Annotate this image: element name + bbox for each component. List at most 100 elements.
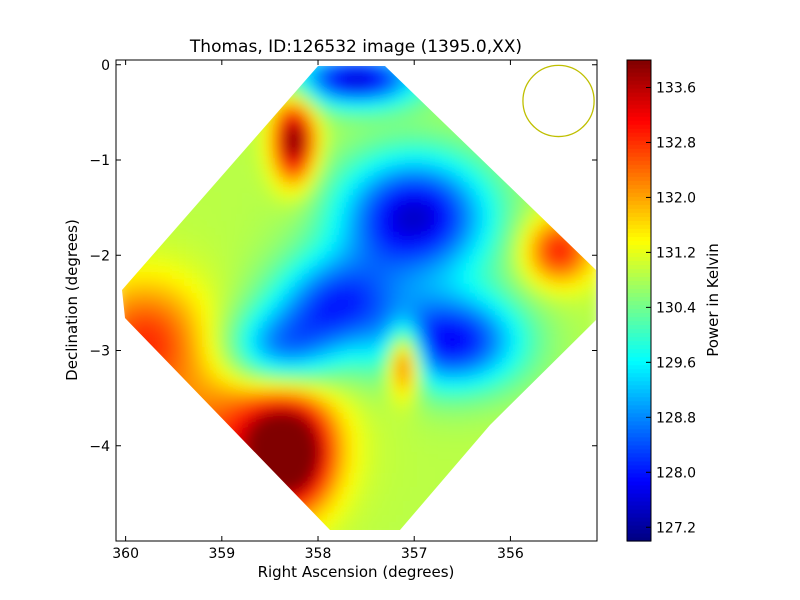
heatmap-cell bbox=[214, 368, 222, 376]
heatmap-cell bbox=[242, 207, 250, 215]
heatmap-cell bbox=[368, 158, 376, 166]
heatmap-cell bbox=[354, 501, 362, 509]
heatmap-cell bbox=[466, 263, 474, 271]
heatmap-cell bbox=[333, 459, 341, 467]
heatmap-cell bbox=[494, 389, 502, 397]
heatmap-cell bbox=[480, 389, 488, 397]
heatmap-cell bbox=[501, 221, 509, 229]
colorbar-band bbox=[627, 292, 651, 298]
heatmap-cell bbox=[312, 459, 320, 467]
heatmap-cell bbox=[200, 354, 208, 362]
heatmap-cell bbox=[263, 270, 271, 278]
heatmap-cell bbox=[312, 361, 320, 369]
heatmap-cell bbox=[480, 158, 488, 166]
heatmap-cell bbox=[228, 214, 236, 222]
heatmap-cell bbox=[200, 242, 208, 250]
heatmap-cell bbox=[396, 116, 404, 124]
heatmap-cell bbox=[298, 347, 306, 355]
heatmap-cell bbox=[403, 95, 411, 103]
heatmap-cell bbox=[256, 445, 264, 453]
heatmap-cell bbox=[291, 235, 299, 243]
heatmap-cell bbox=[494, 410, 502, 418]
heatmap-cell bbox=[270, 200, 278, 208]
heatmap-cell bbox=[277, 473, 285, 481]
heatmap-cell bbox=[214, 291, 222, 299]
heatmap-cell bbox=[543, 221, 551, 229]
heatmap-cell bbox=[319, 256, 327, 264]
heatmap-cell bbox=[249, 424, 257, 432]
heatmap-cell bbox=[361, 459, 369, 467]
heatmap-cell bbox=[445, 417, 453, 425]
heatmap-cell bbox=[256, 235, 264, 243]
heatmap-cell bbox=[312, 221, 320, 229]
heatmap-cell bbox=[312, 200, 320, 208]
heatmap-cell bbox=[228, 277, 236, 285]
heatmap-cell bbox=[403, 431, 411, 439]
heatmap-cell bbox=[214, 235, 222, 243]
heatmap-cell bbox=[298, 417, 306, 425]
heatmap-cell bbox=[396, 445, 404, 453]
heatmap-cell bbox=[431, 312, 439, 320]
heatmap-cell bbox=[172, 228, 180, 236]
heatmap-cell bbox=[298, 193, 306, 201]
heatmap-cell bbox=[473, 340, 481, 348]
heatmap-cell bbox=[277, 319, 285, 327]
heatmap-cell bbox=[543, 235, 551, 243]
heatmap-cell bbox=[333, 186, 341, 194]
heatmap-cell bbox=[277, 193, 285, 201]
heatmap-cell bbox=[382, 235, 390, 243]
heatmap-cell bbox=[326, 130, 334, 138]
heatmap-cell bbox=[221, 319, 229, 327]
heatmap-cell bbox=[298, 158, 306, 166]
heatmap-cell bbox=[284, 151, 292, 159]
heatmap-cell bbox=[410, 501, 418, 509]
heatmap-cell bbox=[487, 333, 495, 341]
heatmap-cell bbox=[319, 88, 327, 96]
heatmap-cell bbox=[291, 354, 299, 362]
heatmap-cell bbox=[396, 375, 404, 383]
colorbar-gradient bbox=[627, 60, 651, 542]
heatmap-cell bbox=[382, 277, 390, 285]
heatmap-cell bbox=[459, 158, 467, 166]
heatmap-cell bbox=[438, 305, 446, 313]
heatmap-cell bbox=[515, 270, 523, 278]
heatmap-cell bbox=[193, 242, 201, 250]
heatmap-cell bbox=[389, 263, 397, 271]
heatmap-cell bbox=[480, 340, 488, 348]
heatmap-cell bbox=[536, 312, 544, 320]
heatmap-cell bbox=[375, 221, 383, 229]
colorbar-band bbox=[627, 88, 651, 93]
heatmap-cell bbox=[347, 81, 355, 89]
heatmap-cell bbox=[305, 235, 313, 243]
heatmap-cell bbox=[186, 277, 194, 285]
heatmap-cell bbox=[494, 277, 502, 285]
heatmap-cell bbox=[347, 298, 355, 306]
heatmap-cell bbox=[438, 144, 446, 152]
heatmap-cell bbox=[396, 137, 404, 145]
heatmap-cell bbox=[452, 158, 460, 166]
heatmap-cell bbox=[347, 340, 355, 348]
heatmap-cell bbox=[445, 228, 453, 236]
heatmap-cell bbox=[571, 319, 579, 327]
heatmap-cell bbox=[536, 270, 544, 278]
heatmap-cell bbox=[368, 291, 376, 299]
heatmap-cell bbox=[403, 165, 411, 173]
heatmap-cell bbox=[242, 291, 250, 299]
heatmap-cell bbox=[382, 228, 390, 236]
heatmap-cell bbox=[333, 137, 341, 145]
heatmap-cell bbox=[305, 193, 313, 201]
heatmap-cell bbox=[396, 291, 404, 299]
heatmap-cell bbox=[151, 270, 159, 278]
heatmap-cell bbox=[347, 137, 355, 145]
heatmap-cell bbox=[263, 277, 271, 285]
heatmap-cell bbox=[466, 214, 474, 222]
heatmap-cell bbox=[333, 487, 341, 495]
heatmap-cell bbox=[466, 347, 474, 355]
heatmap-cell bbox=[340, 480, 348, 488]
heatmap-cell bbox=[494, 340, 502, 348]
heatmap-cell bbox=[431, 389, 439, 397]
heatmap-cell bbox=[179, 277, 187, 285]
heatmap-cell bbox=[368, 277, 376, 285]
heatmap-cell bbox=[375, 368, 383, 376]
heatmap-cell bbox=[396, 284, 404, 292]
